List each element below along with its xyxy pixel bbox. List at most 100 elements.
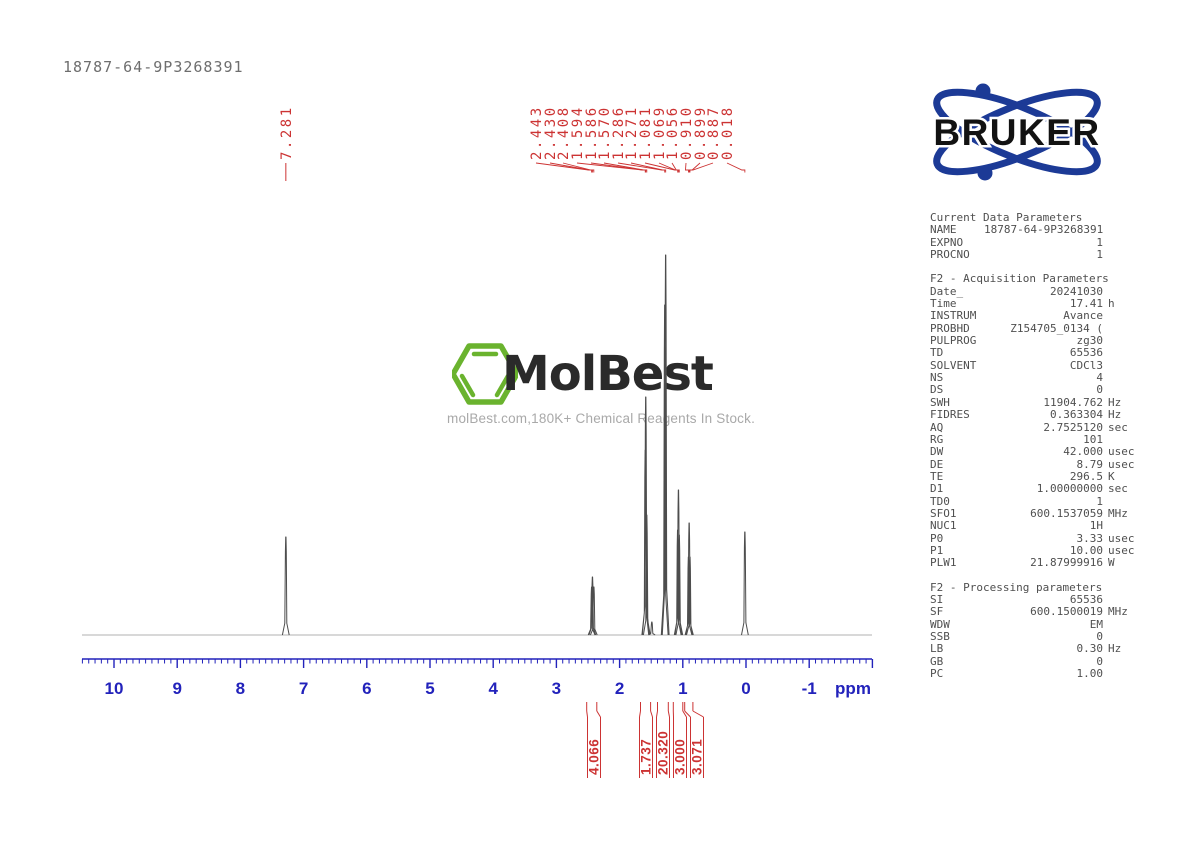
parameter-row: NS 4 (930, 371, 1142, 385)
param-label: SF (930, 605, 944, 619)
param-value: 600.1537059 (1030, 506, 1103, 520)
peak-label: 1.069 (652, 105, 668, 160)
integral-bracket (672, 702, 687, 778)
parameter-row: PROBHD Z154705_0134 ( (930, 322, 1142, 335)
parameter-row: P0 3.33 usec (930, 531, 1142, 545)
parameter-section: F2 - Processing parameters SI 65536 SF 600.1… (930, 581, 1142, 681)
param-value: 1 (1096, 494, 1103, 508)
peaks-path (281, 254, 749, 636)
axis-tick-label: -1 (802, 679, 817, 698)
parameter-row: D1 1.00000000 sec (930, 482, 1142, 496)
peak-label: 1.271 (624, 105, 640, 160)
param-label: DW (930, 445, 944, 459)
axis-tick-label: 6 (362, 679, 371, 698)
param-label: NAME (930, 223, 957, 237)
peak-label: 0.018 (720, 105, 736, 160)
peak-label: 1.594 (570, 105, 586, 160)
param-value: 1.00000000 (1036, 482, 1103, 496)
peak-label: 1.570 (597, 105, 613, 160)
param-value: 0 (1096, 383, 1103, 397)
parameter-row: WDW EM (930, 618, 1142, 631)
param-unit: usec (1108, 531, 1135, 545)
param-value: 296.5 (1069, 469, 1103, 483)
axis-tick-label: 2 (615, 679, 624, 698)
param-label: SWH (930, 395, 950, 409)
param-value: 18787-64-9P3268391 (984, 223, 1104, 237)
axis-tick-label: 5 (425, 679, 434, 698)
param-label: PC (930, 667, 944, 681)
param-label: SI (930, 592, 944, 606)
param-label: NUC1 (930, 519, 957, 533)
param-unit (1103, 249, 1142, 261)
param-label: D1 (930, 482, 944, 496)
axis-unit-label: ppm (835, 679, 871, 698)
parameter-section-title: F2 - Acquisition Parameters (930, 272, 1109, 286)
param-value: 4 (1096, 371, 1103, 385)
param-unit: usec (1108, 543, 1135, 557)
peak-label: 0.887 (706, 105, 722, 160)
param-unit: usec (1108, 445, 1135, 459)
parameter-row: PULPROG zg30 (930, 334, 1142, 347)
parameter-row: PLW1 21.87999916 W (930, 556, 1142, 570)
param-unit: Hz (1108, 408, 1122, 422)
peak-pointer (671, 162, 680, 173)
integral-bracket (639, 702, 653, 778)
integrals: 4.066 1.737 20.320 3.000 3.071 (586, 702, 705, 778)
param-value: 101 (1083, 432, 1103, 446)
peak-labels: 7.281 2.4432.4302.4081.5941.5861.5701.286… (279, 105, 746, 181)
peak-pointer (658, 162, 679, 173)
param-unit: MHz (1108, 605, 1128, 619)
axis-tick-label: 9 (172, 679, 181, 698)
parameter-row: TE 296.5 K (930, 469, 1142, 483)
param-label: Date_ (930, 284, 964, 298)
bruker-wordmark: BRUKER (933, 112, 1100, 153)
peak-pointer (726, 162, 746, 173)
peak-label: 7.281 (279, 105, 295, 160)
param-unit: W (1108, 556, 1115, 570)
param-unit (1103, 372, 1142, 384)
parameter-row: SOLVENT CDCl3 (930, 359, 1142, 372)
integral-value: 20.320 (656, 731, 671, 775)
integral-value: 1.737 (639, 739, 654, 775)
param-unit: h (1108, 297, 1115, 311)
parameter-row: DW 42.000 usec (930, 445, 1142, 459)
param-label: TE (930, 469, 944, 483)
param-label: PROCNO (930, 248, 970, 262)
x-axis: 10 9 8 7 6 5 4 3 2 1 0 -1 ppm (81, 658, 874, 698)
peak-label: 1.586 (584, 105, 600, 160)
param-unit: K (1108, 469, 1115, 483)
parameter-panel: Current Data Parameters NAME 18787-64-9P32… (930, 211, 1142, 692)
param-value: 20241030 (1050, 284, 1103, 298)
parameter-section-title: Current Data Parameters (930, 211, 1083, 224)
parameter-row: LB 0.30 Hz (930, 642, 1142, 656)
peak-label: 1.286 (611, 105, 627, 160)
param-unit (1103, 360, 1142, 372)
param-label: LB (930, 642, 944, 656)
peak-label: 1.056 (665, 105, 681, 160)
molbest-tagline: molBest.com,180K+ Chemical Reagents In S… (447, 411, 756, 426)
param-value: 0.30 (1076, 642, 1104, 656)
param-value: 1H (1089, 519, 1103, 533)
parameter-row: PROCNO 1 (930, 248, 1142, 262)
param-value: 600.1500019 (1030, 605, 1103, 619)
peak-pointer (562, 162, 595, 173)
parameter-row: GB 0 (930, 655, 1142, 668)
axis-tick-label: 7 (299, 679, 308, 698)
peak-label: 2.408 (556, 105, 572, 160)
param-unit (1103, 384, 1142, 396)
param-value: 0 (1096, 630, 1103, 643)
param-unit (1103, 335, 1142, 347)
integral-bracket (586, 702, 601, 778)
peak-label: 0.899 (693, 105, 709, 160)
parameter-row: TD0 1 (930, 494, 1142, 508)
integral-bracket (656, 702, 670, 778)
param-label: NS (930, 371, 944, 385)
param-label: FIDRES (930, 408, 970, 422)
axis-tick-label: 8 (236, 679, 245, 698)
peak-pointer (603, 162, 648, 173)
parameter-row: P1 10.00 usec (930, 543, 1142, 557)
parameter-row: FIDRES 0.363304 Hz (930, 408, 1142, 422)
param-value: 0.363304 (1050, 408, 1103, 422)
param-label: TD (930, 346, 944, 360)
param-label: Time (930, 297, 957, 311)
